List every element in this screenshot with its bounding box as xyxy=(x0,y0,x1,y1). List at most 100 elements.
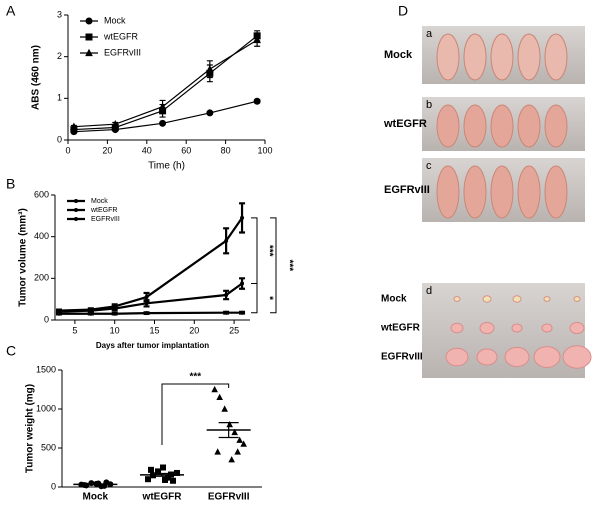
mouse xyxy=(517,165,541,219)
marker xyxy=(145,476,151,483)
mouse xyxy=(436,165,460,219)
marker xyxy=(240,310,245,315)
marker xyxy=(234,448,241,455)
y-tick-label: 200 xyxy=(34,273,49,283)
mouse xyxy=(490,33,514,81)
row-label: EGFRvIII xyxy=(381,352,423,363)
y-axis-label: Tumor weight (mg) xyxy=(25,384,36,473)
panel-label: A xyxy=(6,3,16,19)
x-tick-label: 5 xyxy=(72,325,77,335)
marker xyxy=(155,468,161,475)
marker xyxy=(170,477,176,484)
marker xyxy=(112,311,117,316)
marker xyxy=(158,102,167,110)
significance-bracket xyxy=(270,217,277,314)
marker xyxy=(211,385,218,393)
marker xyxy=(85,48,93,57)
y-tick-label: 1000 xyxy=(36,403,56,413)
series-line xyxy=(73,100,258,133)
marker xyxy=(144,311,149,316)
x-tick-label: wtEGFR xyxy=(142,492,183,503)
x-tick-label: 0 xyxy=(65,145,70,155)
series-line xyxy=(58,217,243,312)
significance-bracket xyxy=(251,283,258,314)
tumor xyxy=(504,346,530,368)
marker xyxy=(144,295,149,300)
marker xyxy=(224,310,229,315)
row-label: EGFRvIII xyxy=(384,184,430,196)
legend-label: wtEGFR xyxy=(90,207,117,214)
marker xyxy=(216,393,223,400)
y-tick-label: 0 xyxy=(51,481,56,491)
marker xyxy=(85,33,93,41)
x-tick-label: 25 xyxy=(229,325,239,335)
marker xyxy=(160,464,166,471)
mouse xyxy=(463,104,487,148)
series-line xyxy=(58,311,243,315)
y-axis-label: ABS (460 nm) xyxy=(31,45,42,110)
y-axis-label: Tumor volume (mm³) xyxy=(18,208,29,307)
significance-label: *** xyxy=(263,245,274,257)
marker xyxy=(231,428,238,436)
row-label: Mock xyxy=(381,294,407,305)
significance-bracket xyxy=(161,383,230,445)
marker xyxy=(236,436,243,443)
marker xyxy=(253,35,261,44)
sem-bar xyxy=(152,472,172,477)
marker xyxy=(240,215,245,220)
photo xyxy=(422,283,585,378)
x-axis-label: Days after tumor implantation xyxy=(96,341,209,350)
y-tick-label: 500 xyxy=(41,442,56,452)
marker xyxy=(214,448,221,455)
tumor xyxy=(562,345,592,369)
tumor xyxy=(541,323,553,333)
marker xyxy=(228,456,235,463)
subpanel-label: b xyxy=(426,99,432,111)
panel-label: D xyxy=(398,3,408,19)
y-tick-label: 400 xyxy=(34,231,49,241)
marker xyxy=(206,109,214,117)
x-tick-label: 60 xyxy=(181,145,191,155)
marker xyxy=(88,307,93,312)
mouse xyxy=(490,165,514,219)
mouse xyxy=(544,165,568,219)
legend-label: wtEGFR xyxy=(103,31,139,41)
marker xyxy=(74,208,78,212)
panel-label: C xyxy=(6,343,16,359)
marker xyxy=(159,119,167,127)
legend-label: EGFRvIII xyxy=(91,216,120,223)
x-tick-label: 100 xyxy=(257,145,272,155)
tumor xyxy=(445,347,469,367)
marker xyxy=(74,199,78,203)
marker xyxy=(174,469,180,476)
legend-label: Mock xyxy=(104,15,126,25)
significance-label: *** xyxy=(283,259,294,271)
series-line xyxy=(58,282,243,313)
marker xyxy=(205,64,214,73)
marker xyxy=(226,421,233,428)
marker xyxy=(240,281,245,286)
y-tick-label: 0 xyxy=(57,134,62,144)
mouse xyxy=(517,104,541,148)
x-axis-label: Time (h) xyxy=(148,161,185,172)
x-tick-label: 10 xyxy=(110,325,120,335)
tumor xyxy=(512,295,522,303)
row-label: wtEGFR xyxy=(380,323,421,334)
panel-label: B xyxy=(6,176,15,192)
y-tick-label: 1 xyxy=(57,93,62,103)
row-label: Mock xyxy=(384,49,413,61)
x-tick-label: 20 xyxy=(102,145,112,155)
mouse xyxy=(436,104,460,148)
x-tick-label: 15 xyxy=(149,325,159,335)
mouse xyxy=(490,104,514,148)
marker xyxy=(70,122,78,130)
mouse xyxy=(544,33,568,81)
significance-label: * xyxy=(263,296,274,300)
subpanel-label: c xyxy=(426,160,432,172)
marker xyxy=(111,119,120,128)
y-tick-label: 600 xyxy=(34,189,49,199)
legend-label: Mock xyxy=(91,198,108,205)
legend-label: EGFRvIII xyxy=(104,47,141,57)
marker xyxy=(56,308,61,313)
marker xyxy=(162,476,168,483)
